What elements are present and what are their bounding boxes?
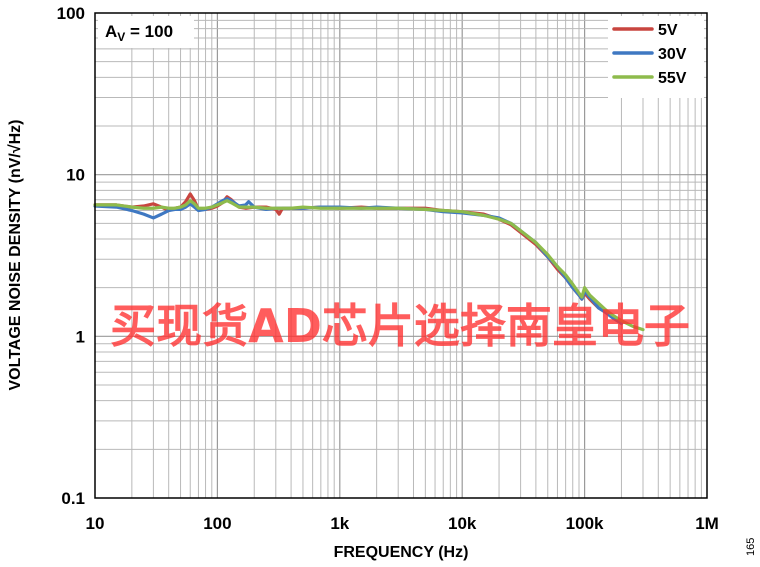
- series-lines: [93, 192, 645, 332]
- gain-annotation: AV = 100: [98, 16, 194, 48]
- x-axis-title: FREQUENCY (Hz): [334, 544, 469, 561]
- y-axis-title: VOLTAGE NOISE DENSITY (nV/√Hz): [7, 119, 24, 390]
- annotation-text: AV = 100: [105, 22, 173, 44]
- watermark-text: 买现货AD芯片选择南皇电子: [110, 299, 690, 353]
- legend-label: 5V: [658, 22, 678, 39]
- legend: 5V 30V 55V: [608, 16, 704, 98]
- annotation-subscript: V: [117, 30, 125, 44]
- legend-label: 30V: [658, 46, 687, 63]
- y-tick-label: 10: [66, 166, 85, 185]
- y-tick-labels: 0.1 1 10 100: [57, 4, 85, 508]
- x-tick-labels: 10 100 1k 10k 100k 1M: [86, 514, 719, 533]
- y-tick-label: 0.1: [61, 489, 85, 508]
- figure-id: 165: [745, 538, 757, 556]
- x-tick-label: 1k: [330, 514, 349, 533]
- x-tick-label: 10k: [448, 514, 477, 533]
- legend-label: 55V: [658, 70, 687, 87]
- x-tick-label: 100: [203, 514, 231, 533]
- plot-frame: [94, 12, 708, 499]
- annotation-rest: = 100: [125, 22, 173, 41]
- x-tick-label: 100k: [566, 514, 604, 533]
- y-tick-label: 1: [76, 327, 85, 346]
- y-tick-label: 100: [57, 4, 85, 23]
- annotation-main: A: [105, 22, 117, 41]
- series-line-55v: [93, 199, 645, 332]
- annotation-box: [98, 16, 194, 48]
- x-tick-label: 10: [86, 514, 105, 533]
- x-tick-label: 1M: [695, 514, 719, 533]
